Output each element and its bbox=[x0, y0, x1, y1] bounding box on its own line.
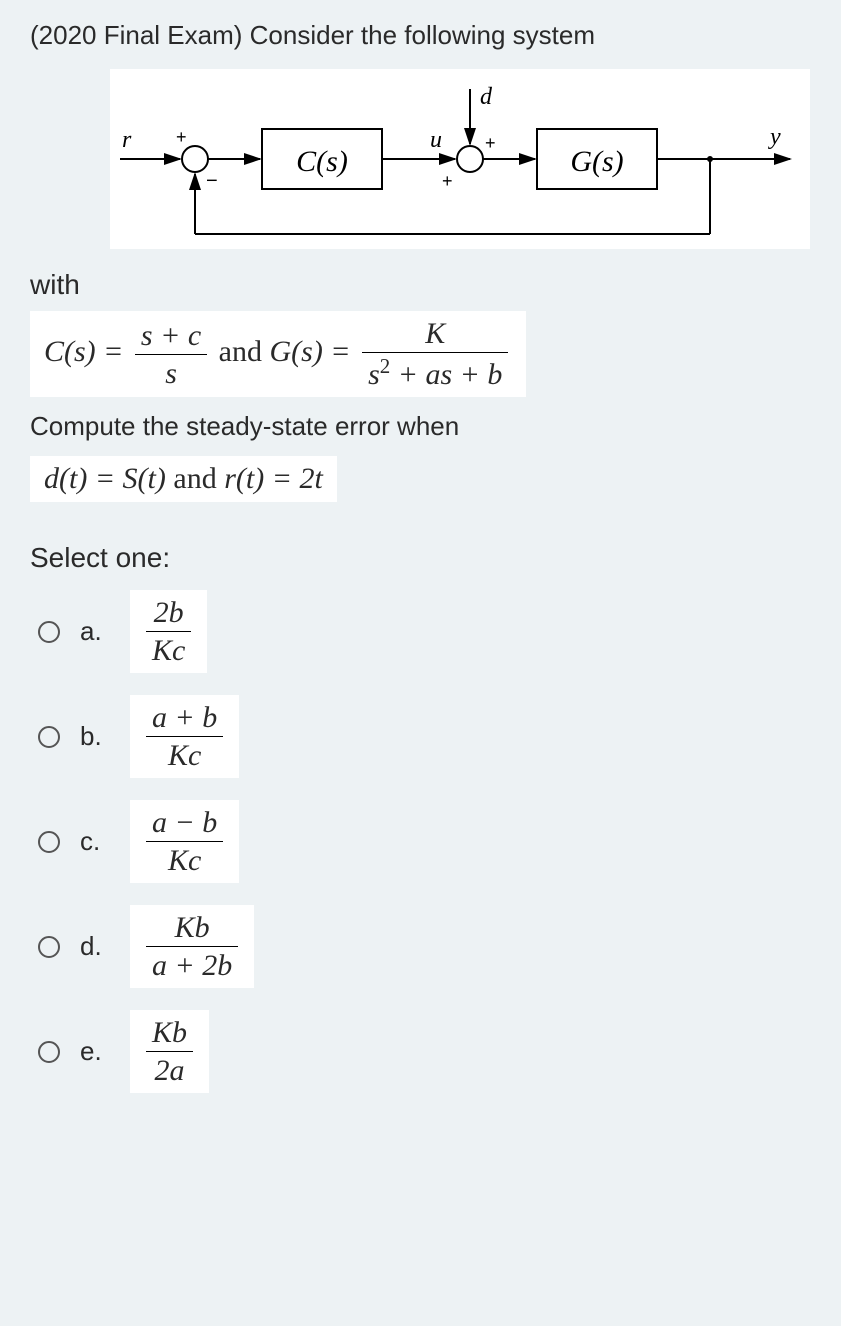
options-list: a. 2bKc b. a + bKc c. a − bKc d. Kba + 2b e. Kb2a bbox=[30, 590, 811, 1093]
equation-dt-rt: d(t) = S(t) and r(t) = 2t bbox=[30, 456, 811, 502]
diagram-svg: r + − C(s) u + + d G(s) bbox=[110, 79, 810, 249]
gs-den: s2 + as + b bbox=[362, 353, 508, 391]
label-y: y bbox=[768, 124, 781, 150]
option-equation: 2bKc bbox=[130, 590, 207, 673]
option-equation: a + bKc bbox=[130, 695, 239, 778]
label-d: d bbox=[480, 84, 493, 110]
sum1-plus: + bbox=[176, 127, 187, 147]
gs-lhs: G(s) = bbox=[269, 335, 358, 368]
and2: and bbox=[173, 462, 224, 495]
radio-button[interactable] bbox=[38, 831, 60, 853]
and-text: and bbox=[219, 335, 270, 368]
equation-box-1: C(s) = s + c s and G(s) = K s2 + as + b bbox=[30, 311, 526, 397]
block-diagram: r + − C(s) u + + d G(s) bbox=[110, 69, 810, 249]
cs-lhs: C(s) = bbox=[44, 335, 131, 368]
label-G: G(s) bbox=[570, 145, 623, 178]
option-row[interactable]: c. a − bKc bbox=[38, 800, 811, 883]
option-label: c. bbox=[80, 826, 110, 857]
sum1-minus: − bbox=[206, 170, 218, 192]
gs-frac: K s2 + as + b bbox=[362, 317, 508, 391]
option-row[interactable]: e. Kb2a bbox=[38, 1010, 811, 1093]
option-equation: Kba + 2b bbox=[130, 905, 254, 988]
compute-text: Compute the steady-state error when bbox=[30, 411, 811, 442]
cs-den: s bbox=[135, 355, 207, 390]
sum-junction-1 bbox=[182, 146, 208, 172]
question-container: (2020 Final Exam) Consider the following… bbox=[0, 0, 841, 1135]
option-label: d. bbox=[80, 931, 110, 962]
option-label: e. bbox=[80, 1036, 110, 1067]
equation-cs-gs: C(s) = s + c s and G(s) = K s2 + as + b bbox=[30, 311, 811, 397]
option-label: b. bbox=[80, 721, 110, 752]
option-row[interactable]: d. Kba + 2b bbox=[38, 905, 811, 988]
equation-box-2: d(t) = S(t) and r(t) = 2t bbox=[30, 456, 337, 502]
radio-button[interactable] bbox=[38, 936, 60, 958]
label-C: C(s) bbox=[296, 145, 348, 178]
radio-button[interactable] bbox=[38, 726, 60, 748]
sum-junction-2 bbox=[457, 146, 483, 172]
option-label: a. bbox=[80, 616, 110, 647]
question-intro: (2020 Final Exam) Consider the following… bbox=[30, 20, 811, 51]
gs-num: K bbox=[362, 317, 508, 353]
label-u: u bbox=[430, 127, 442, 153]
with-text: with bbox=[30, 269, 811, 301]
option-equation: a − bKc bbox=[130, 800, 239, 883]
sum2-plus-right: + bbox=[485, 133, 496, 153]
option-row[interactable]: b. a + bKc bbox=[38, 695, 811, 778]
dt: d(t) = S(t) bbox=[44, 462, 166, 495]
label-r: r bbox=[122, 127, 132, 153]
radio-button[interactable] bbox=[38, 1041, 60, 1063]
option-row[interactable]: a. 2bKc bbox=[38, 590, 811, 673]
sum2-plus-bottom: + bbox=[442, 171, 453, 191]
rt: r(t) = 2t bbox=[224, 462, 323, 495]
radio-button[interactable] bbox=[38, 621, 60, 643]
cs-frac: s + c s bbox=[135, 319, 207, 390]
select-one-text: Select one: bbox=[30, 542, 811, 574]
option-equation: Kb2a bbox=[130, 1010, 209, 1093]
cs-num: s + c bbox=[135, 319, 207, 355]
